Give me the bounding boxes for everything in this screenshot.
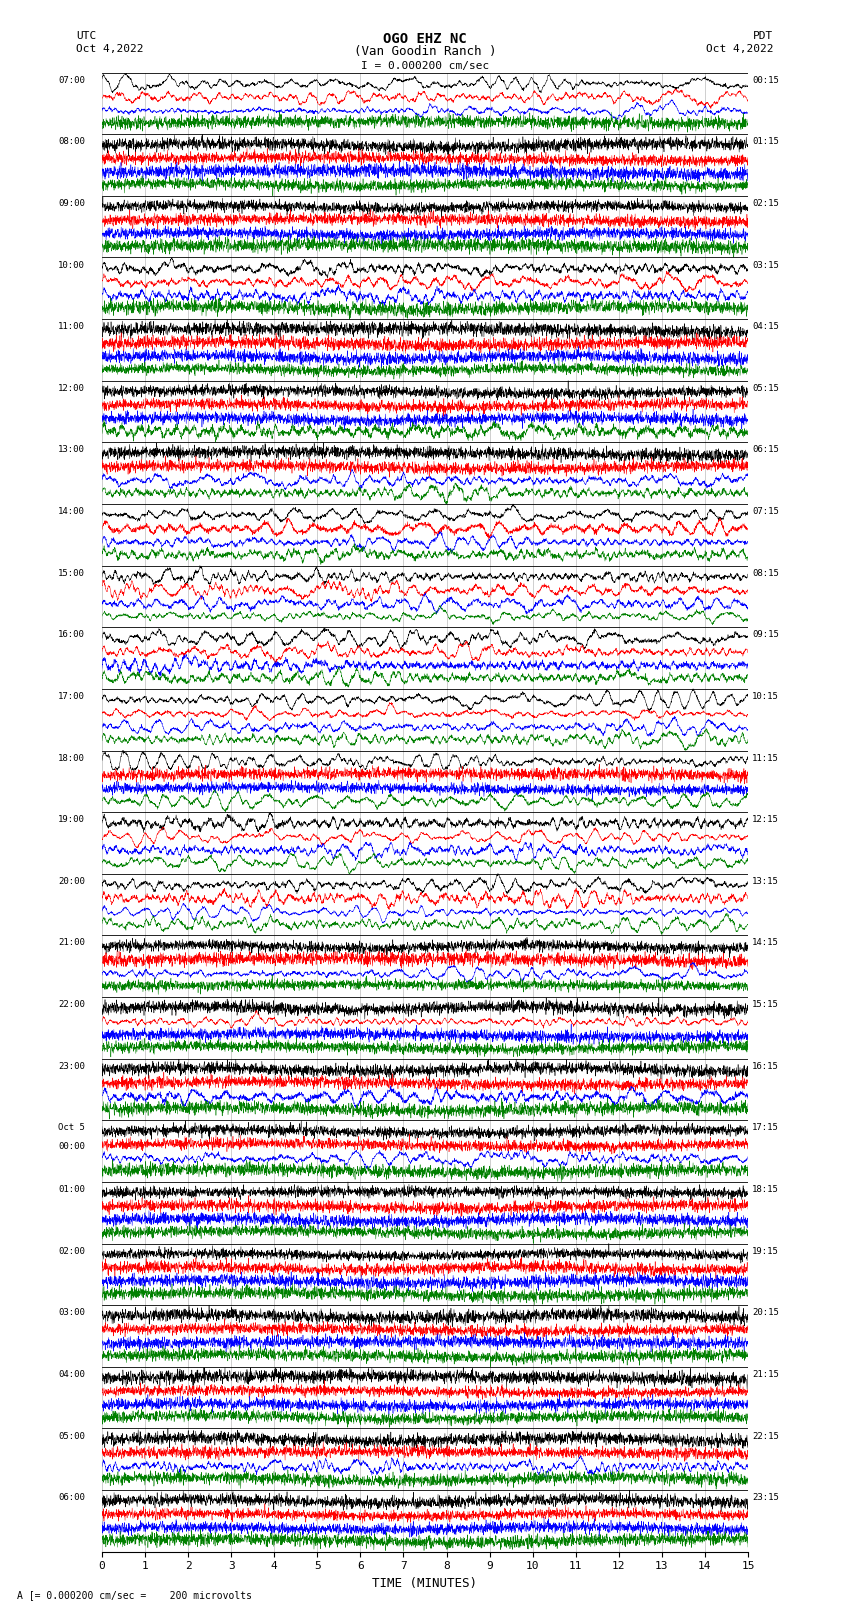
Text: 10:15: 10:15 — [752, 692, 779, 702]
Text: 11:00: 11:00 — [58, 323, 85, 331]
Text: 11:15: 11:15 — [752, 753, 779, 763]
Text: 17:00: 17:00 — [58, 692, 85, 702]
Text: Oct 4,2022: Oct 4,2022 — [706, 44, 774, 53]
Text: 21:00: 21:00 — [58, 939, 85, 947]
Text: 06:00: 06:00 — [58, 1494, 85, 1502]
Text: 18:15: 18:15 — [752, 1186, 779, 1194]
Text: 00:00: 00:00 — [58, 1142, 85, 1150]
Text: 02:00: 02:00 — [58, 1247, 85, 1255]
Text: 15:00: 15:00 — [58, 569, 85, 577]
Text: 06:15: 06:15 — [752, 445, 779, 455]
Text: I = 0.000200 cm/sec: I = 0.000200 cm/sec — [361, 61, 489, 71]
Text: 08:15: 08:15 — [752, 569, 779, 577]
Text: 16:15: 16:15 — [752, 1061, 779, 1071]
Text: 07:15: 07:15 — [752, 506, 779, 516]
Text: 04:00: 04:00 — [58, 1369, 85, 1379]
Text: 13:00: 13:00 — [58, 445, 85, 455]
Text: 01:00: 01:00 — [58, 1186, 85, 1194]
Text: Oct 5: Oct 5 — [58, 1123, 85, 1132]
Text: 12:00: 12:00 — [58, 384, 85, 394]
Text: 10:00: 10:00 — [58, 261, 85, 269]
Text: 07:00: 07:00 — [58, 76, 85, 84]
Text: 09:00: 09:00 — [58, 198, 85, 208]
Text: 21:15: 21:15 — [752, 1369, 779, 1379]
Text: 17:15: 17:15 — [752, 1123, 779, 1132]
Text: 08:00: 08:00 — [58, 137, 85, 147]
Text: 03:00: 03:00 — [58, 1308, 85, 1318]
Text: 12:15: 12:15 — [752, 815, 779, 824]
Text: 14:15: 14:15 — [752, 939, 779, 947]
Text: 05:00: 05:00 — [58, 1431, 85, 1440]
Text: Oct 4,2022: Oct 4,2022 — [76, 44, 144, 53]
Text: 23:00: 23:00 — [58, 1061, 85, 1071]
Text: UTC: UTC — [76, 31, 97, 40]
Text: 00:15: 00:15 — [752, 76, 779, 84]
Text: 14:00: 14:00 — [58, 506, 85, 516]
Text: 15:15: 15:15 — [752, 1000, 779, 1010]
Text: 16:00: 16:00 — [58, 631, 85, 639]
Text: 20:15: 20:15 — [752, 1308, 779, 1318]
Text: 23:15: 23:15 — [752, 1494, 779, 1502]
Text: PDT: PDT — [753, 31, 774, 40]
Text: OGO EHZ NC: OGO EHZ NC — [383, 32, 467, 47]
Text: 20:00: 20:00 — [58, 877, 85, 886]
Text: 13:15: 13:15 — [752, 877, 779, 886]
Text: 09:15: 09:15 — [752, 631, 779, 639]
Text: 19:00: 19:00 — [58, 815, 85, 824]
Text: (Van Goodin Ranch ): (Van Goodin Ranch ) — [354, 45, 496, 58]
Text: 22:15: 22:15 — [752, 1431, 779, 1440]
X-axis label: TIME (MINUTES): TIME (MINUTES) — [372, 1578, 478, 1590]
Text: 05:15: 05:15 — [752, 384, 779, 394]
Text: 01:15: 01:15 — [752, 137, 779, 147]
Text: 19:15: 19:15 — [752, 1247, 779, 1255]
Text: 22:00: 22:00 — [58, 1000, 85, 1010]
Text: A [= 0.000200 cm/sec =    200 microvolts: A [= 0.000200 cm/sec = 200 microvolts — [17, 1590, 252, 1600]
Text: 04:15: 04:15 — [752, 323, 779, 331]
Text: 18:00: 18:00 — [58, 753, 85, 763]
Text: 02:15: 02:15 — [752, 198, 779, 208]
Text: 03:15: 03:15 — [752, 261, 779, 269]
